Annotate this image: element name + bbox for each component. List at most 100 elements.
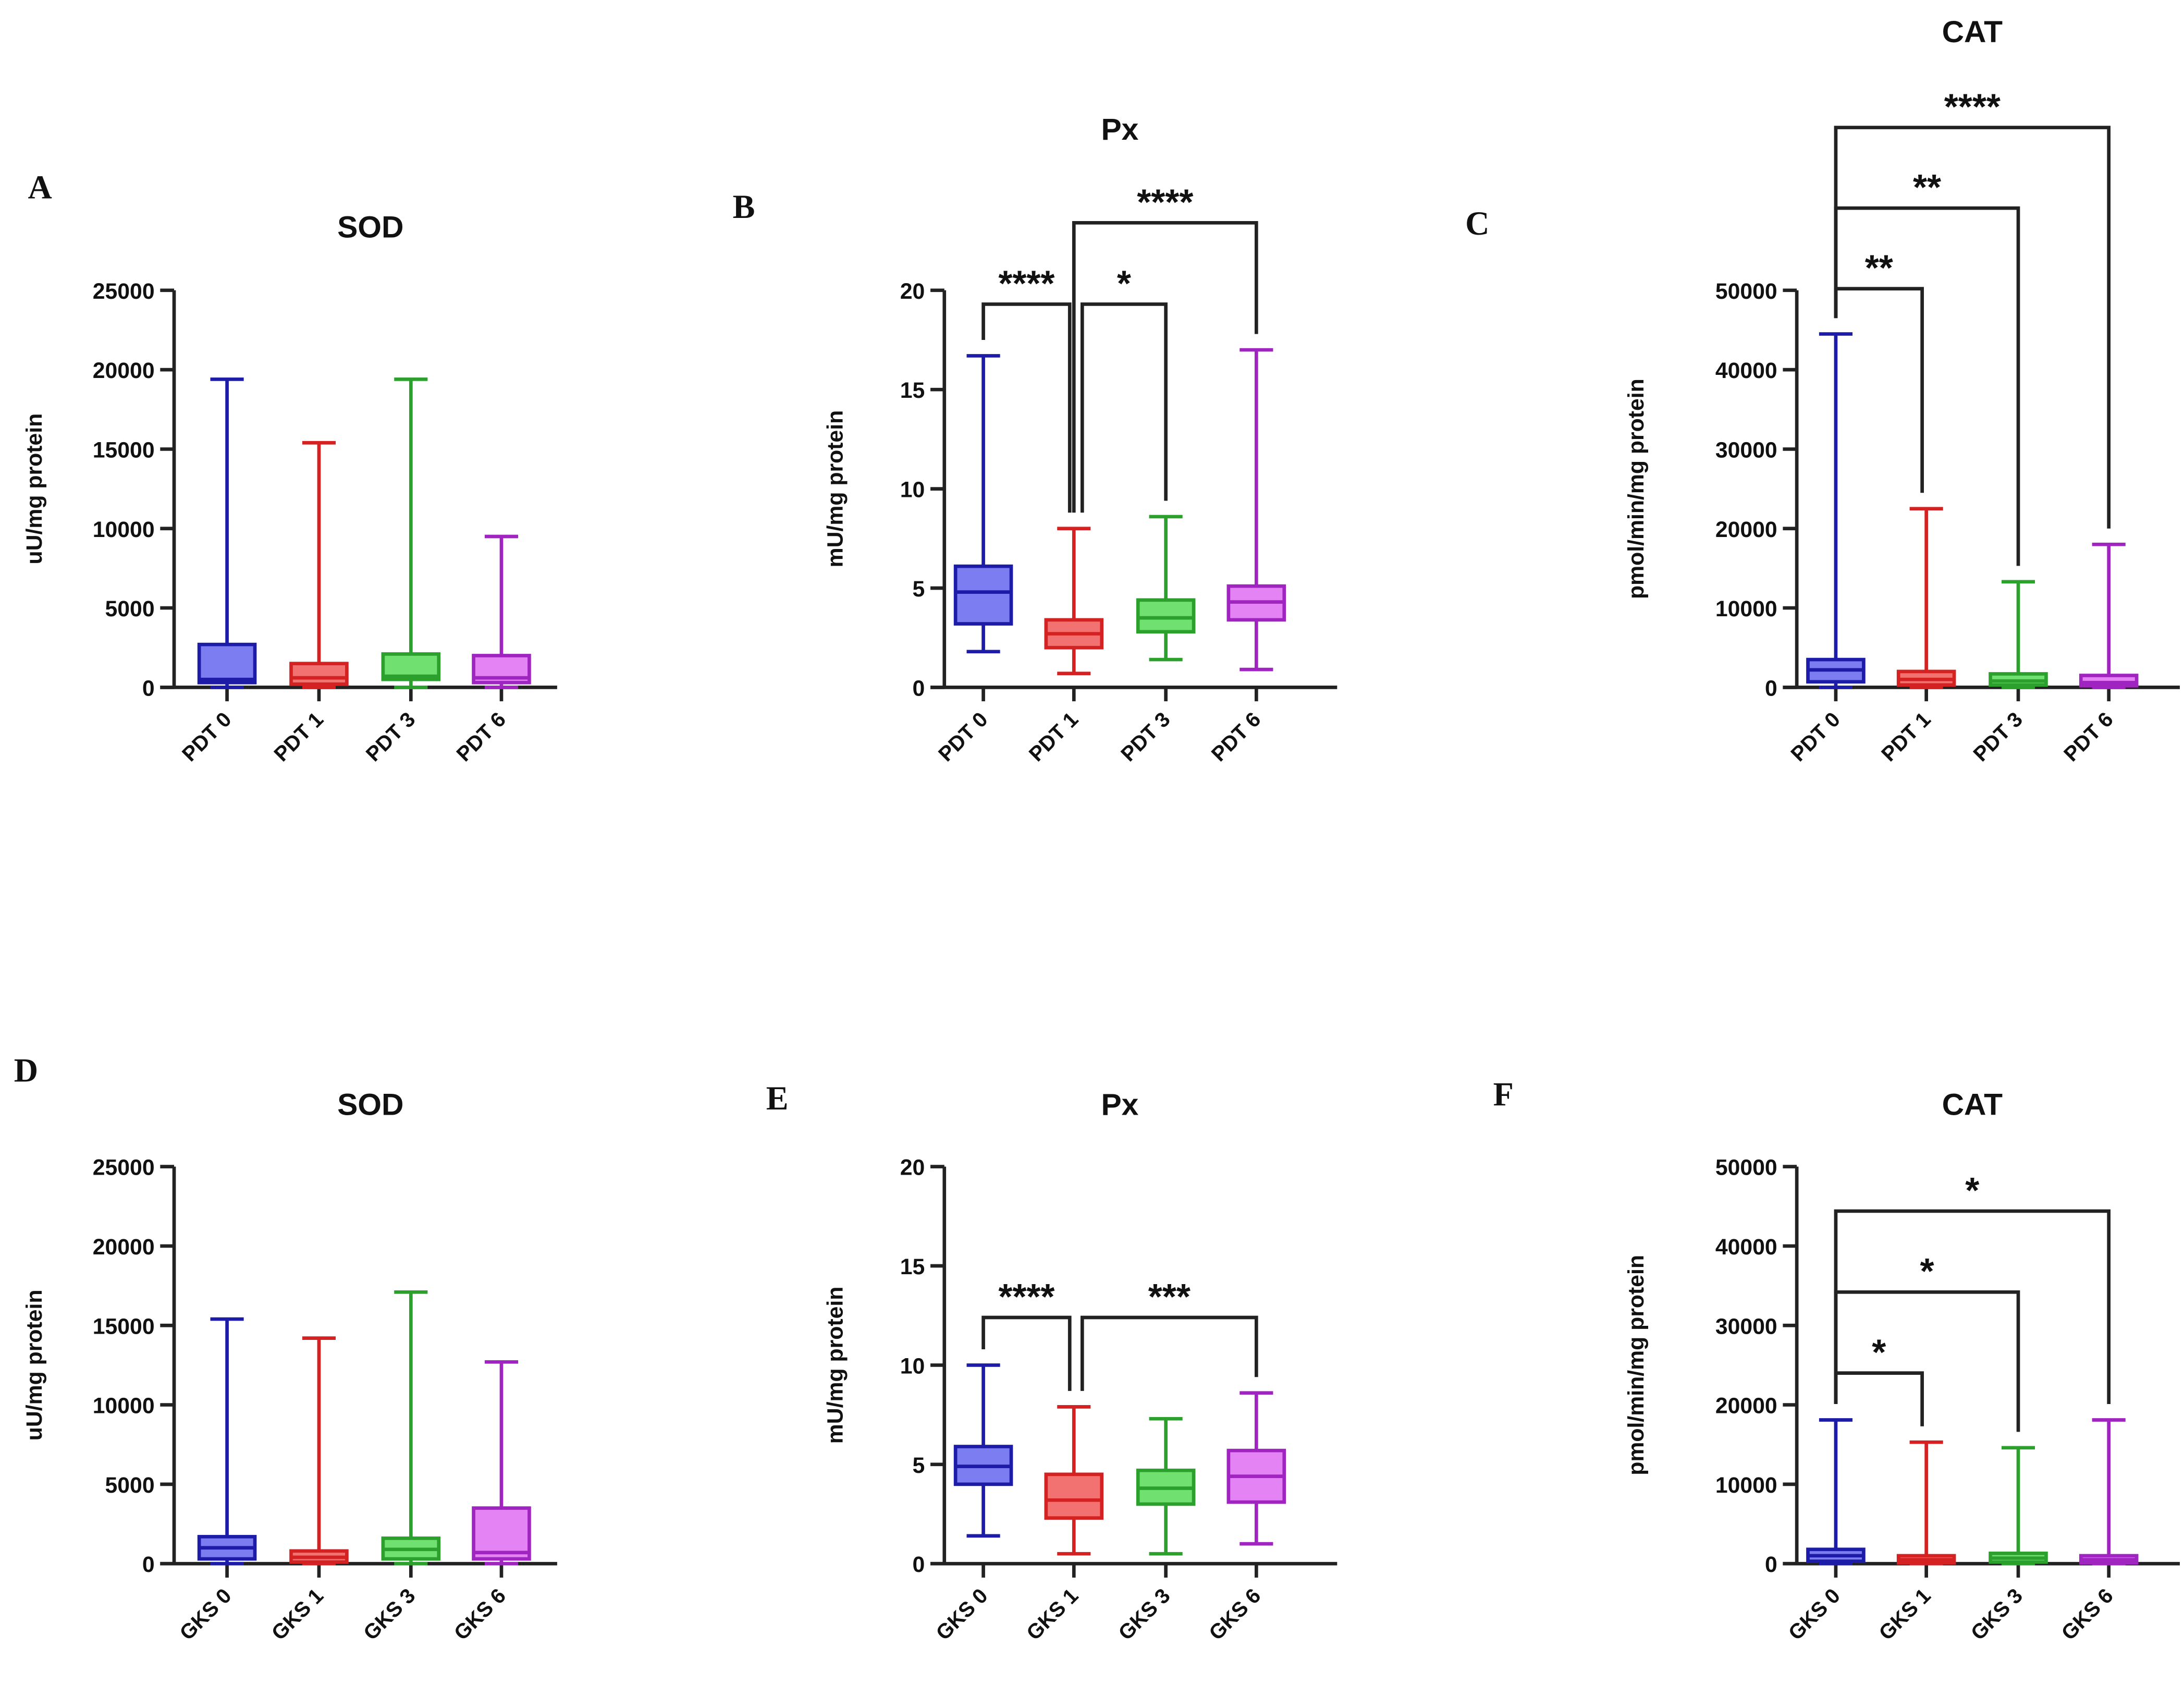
significance-label: * bbox=[1920, 1251, 1934, 1291]
box-iqr bbox=[953, 564, 1013, 626]
bracket-line bbox=[1080, 302, 1168, 513]
box-1 bbox=[1044, 527, 1104, 702]
x-tick-label: PDT 1 bbox=[270, 708, 328, 766]
y-tick-label: 25000 bbox=[93, 1155, 155, 1180]
y-axis-label: mU/mg protein bbox=[823, 1287, 848, 1444]
chart-title: CAT bbox=[1942, 1088, 2003, 1122]
x-tick-label: PDT 6 bbox=[452, 708, 510, 766]
x-tick-label: PDT 0 bbox=[1787, 708, 1845, 766]
panel-letter: C bbox=[1465, 205, 1489, 242]
bracket-line bbox=[981, 1315, 1072, 1391]
y-tick-label: 20000 bbox=[1715, 517, 1777, 542]
box-2 bbox=[1989, 1446, 2048, 1578]
x-tick-label: PDT 3 bbox=[1116, 708, 1174, 766]
panel-e: E Px mU/mg protein 0 5 10 15 20 GKS 0 GKS 1 GKS 3 G… bbox=[766, 1080, 1338, 1645]
y-tick-label: 5000 bbox=[105, 1473, 155, 1498]
box-3 bbox=[1226, 1391, 1286, 1578]
significance-label: **** bbox=[998, 1276, 1054, 1317]
x-tick-label: PDT 0 bbox=[934, 708, 992, 766]
box-2 bbox=[1989, 580, 2048, 702]
y-tick-label: 0 bbox=[1765, 1552, 1777, 1577]
box-2 bbox=[381, 1290, 441, 1578]
x-tick-label: GKS 6 bbox=[1205, 1584, 1265, 1645]
significance-bracket: * bbox=[1834, 1332, 1924, 1426]
box-0 bbox=[953, 354, 1013, 702]
y-tick-label: 20 bbox=[900, 279, 925, 304]
y-axis-label: mU/mg protein bbox=[823, 410, 848, 568]
chart-title: CAT bbox=[1942, 15, 2003, 49]
box-2 bbox=[381, 377, 441, 702]
box-3 bbox=[2079, 1418, 2139, 1578]
box-iqr bbox=[197, 642, 257, 685]
x-tick-label: PDT 3 bbox=[1969, 708, 2027, 766]
box-0 bbox=[953, 1363, 1013, 1578]
box-0 bbox=[1806, 332, 1866, 702]
chart-title: Px bbox=[1101, 1088, 1138, 1122]
box-iqr bbox=[1136, 598, 1196, 634]
x-tick-label: GKS 6 bbox=[450, 1584, 510, 1645]
panel-c: C CAT pmol/min/mg protein 0 10000 20000 30000 4… bbox=[1465, 15, 2180, 766]
y-tick-label: 10 bbox=[900, 1353, 925, 1378]
significance-bracket: ** bbox=[1834, 167, 2020, 566]
x-tick-label: GKS 1 bbox=[267, 1584, 328, 1645]
significance-label: * bbox=[1117, 263, 1131, 303]
significance-label: **** bbox=[1944, 87, 2001, 127]
bracket-line bbox=[1834, 1290, 2020, 1432]
box-1 bbox=[289, 441, 349, 702]
box-3 bbox=[472, 1360, 531, 1578]
bracket-line bbox=[1072, 221, 1258, 513]
y-tick-label: 15 bbox=[900, 378, 925, 403]
y-tick-label: 15000 bbox=[93, 1314, 155, 1339]
chart-title: Px bbox=[1101, 113, 1138, 147]
y-tick-label: 40000 bbox=[1715, 358, 1777, 383]
panel-d: D SOD uU/mg protein 0 5000 10000 15000 20000 250… bbox=[14, 1052, 557, 1645]
box-iqr bbox=[472, 1506, 531, 1561]
panel-letter: F bbox=[1493, 1076, 1514, 1113]
significance-bracket: **** bbox=[981, 1276, 1072, 1391]
y-tick-label: 20 bbox=[900, 1155, 925, 1180]
panel-b: B Px mU/mg protein 0 5 10 15 20 PDT 0 PDT 1 PDT 3 P… bbox=[733, 113, 1338, 766]
x-tick-label: GKS 0 bbox=[1784, 1584, 1845, 1645]
significance-bracket: * bbox=[1080, 263, 1168, 513]
y-tick-label: 5000 bbox=[105, 596, 155, 621]
y-tick-label: 10000 bbox=[93, 517, 155, 542]
box-2 bbox=[1136, 1417, 1196, 1578]
y-tick-label: 0 bbox=[913, 676, 925, 701]
significance-label: *** bbox=[1148, 1276, 1191, 1317]
significance-label: ** bbox=[1913, 167, 1941, 208]
y-tick-label: 5 bbox=[913, 1453, 925, 1478]
significance-bracket: *** bbox=[1080, 1276, 1258, 1391]
bracket-line bbox=[981, 302, 1072, 513]
x-tick-label: GKS 1 bbox=[1875, 1584, 1935, 1645]
significance-bracket: * bbox=[1834, 1170, 2111, 1405]
significance-label: ** bbox=[1865, 248, 1893, 288]
bracket-line bbox=[1834, 287, 1924, 493]
significance-bracket: * bbox=[1834, 1251, 2020, 1432]
y-tick-label: 20000 bbox=[93, 358, 155, 383]
y-tick-label: 40000 bbox=[1715, 1235, 1777, 1260]
box-1 bbox=[1044, 1405, 1104, 1578]
x-tick-label: PDT 0 bbox=[178, 708, 236, 766]
y-axis-label: pmol/min/mg protein bbox=[1624, 1255, 1649, 1475]
box-1 bbox=[1896, 507, 1956, 702]
x-tick-label: GKS 1 bbox=[1022, 1584, 1083, 1645]
panel-letter: B bbox=[733, 188, 755, 225]
chart-title: SOD bbox=[337, 1088, 403, 1122]
y-tick-label: 0 bbox=[1765, 676, 1777, 701]
y-axis-label: uU/mg protein bbox=[22, 1290, 47, 1441]
y-axis-label: uU/mg protein bbox=[22, 413, 47, 565]
box-2 bbox=[1136, 515, 1196, 702]
box-0 bbox=[197, 377, 257, 702]
y-tick-label: 50000 bbox=[1715, 279, 1777, 304]
y-tick-label: 0 bbox=[142, 676, 155, 701]
significance-label: **** bbox=[998, 263, 1054, 303]
panel-a: A SOD uU/mg protein 0 5000 10000 15000 20000 250… bbox=[22, 168, 557, 766]
bracket-line bbox=[1834, 1209, 2111, 1405]
panel-f: F CAT pmol/min/mg protein 0 10000 20000 30000 4… bbox=[1493, 1076, 2180, 1645]
x-tick-label: PDT 1 bbox=[1877, 708, 1935, 766]
bracket-line bbox=[1080, 1315, 1258, 1391]
panel-letter: D bbox=[14, 1052, 38, 1089]
panel-letter: A bbox=[28, 168, 52, 205]
significance-bracket: **** bbox=[981, 263, 1072, 513]
